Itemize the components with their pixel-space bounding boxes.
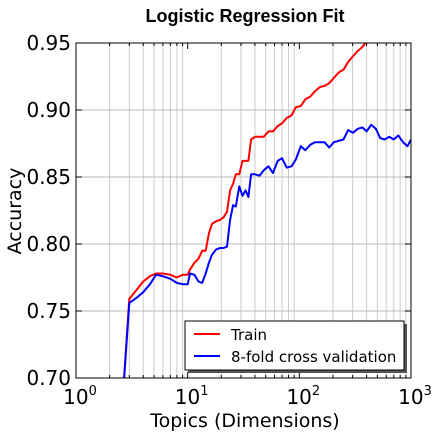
series-line-cross-validation — [123, 123, 411, 378]
y-axis-label: Accuracy — [4, 168, 26, 255]
chart-title: Logistic Regression Fit — [145, 6, 344, 26]
x-axis-label: Topics (Dimensions) — [149, 410, 339, 432]
legend-box — [184, 320, 405, 371]
series-layer — [123, 43, 411, 378]
x-tick-label: 100 — [63, 384, 97, 409]
y-tick-label: 0.90 — [26, 98, 71, 122]
y-tick-label: 0.85 — [26, 165, 71, 189]
legend: Train 8-fold cross validation — [184, 320, 407, 373]
y-tick-label: 0.95 — [26, 31, 71, 55]
x-tick-label: 102 — [286, 384, 320, 409]
y-tick-label: 0.80 — [26, 232, 71, 256]
plot-frame — [75, 42, 412, 379]
series-line-train — [123, 43, 367, 378]
y-tick-label: 0.75 — [26, 299, 71, 323]
x-tick-label: 103 — [398, 384, 432, 409]
axis-ticks — [75, 42, 411, 379]
y-tick-labels: 0.70 0.75 0.80 0.85 0.90 0.95 — [26, 31, 71, 390]
x-tick-labels: 100 101 102 103 — [63, 384, 432, 409]
y-tick-label: 0.70 — [26, 366, 71, 390]
legend-label-cross-validation: 8-fold cross validation — [231, 348, 396, 366]
legend-label-train: Train — [230, 326, 267, 344]
x-tick-label: 101 — [175, 384, 209, 409]
